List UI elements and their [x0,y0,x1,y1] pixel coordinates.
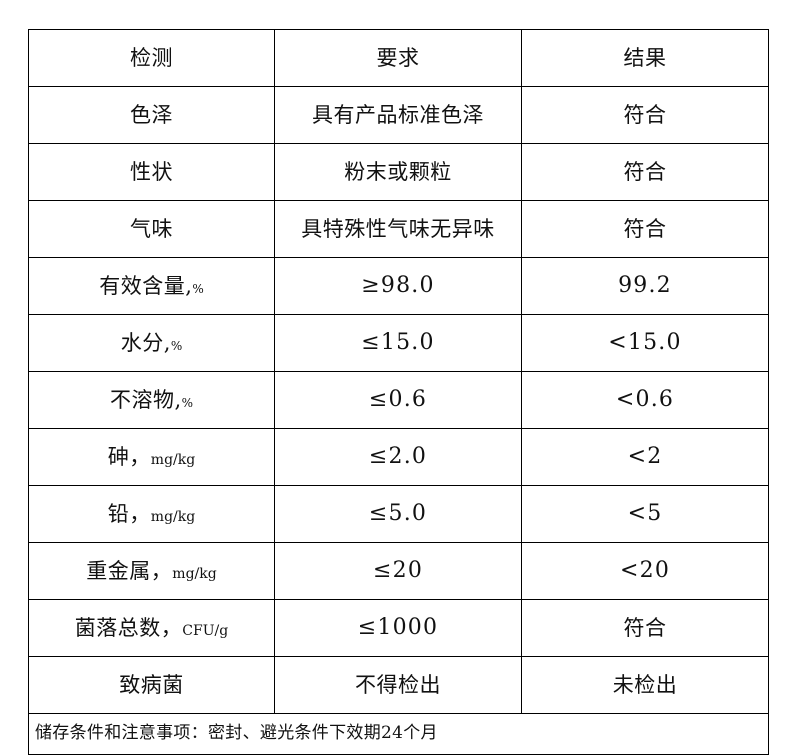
requirement-value: 粉末或颗粒 [344,159,452,184]
table-row: 有效含量,% ≥98.0 99.2 [28,257,769,315]
cell-result: 符合 [521,200,769,258]
requirement-value: ≤2.0 [368,444,428,470]
table-header-row: 检测 要求 结果 [28,29,769,87]
cell-result: <0.6 [521,371,769,429]
cell-item: 铅，mg/kg [28,485,275,543]
cell-item: 性状 [28,143,275,201]
requirement-value: 不得检出 [355,672,441,697]
cell-requirement: ≤0.6 [274,371,522,429]
item-label: 色泽 [130,102,173,127]
result-value: 符合 [623,216,667,241]
cell-item: 不溶物,% [28,371,275,429]
cell-item: 有效含量,% [28,257,275,315]
item-label: 水分, [120,330,171,355]
item-label: 致病菌 [119,672,184,697]
result-value: 符合 [623,615,667,640]
cell-result: 符合 [521,86,769,144]
cell-result: 符合 [521,599,769,657]
cell-result: <5 [521,485,769,543]
item-unit: mg/kg [150,508,196,525]
item-label: 有效含量, [99,273,193,298]
table-footer-row: 储存条件和注意事项：密封、避光条件下效期24个月 [28,713,769,755]
column-header-result: 结果 [521,29,769,87]
cell-requirement: ≤15.0 [274,314,522,372]
item-label: 菌落总数， [74,615,183,640]
result-value: 未检出 [612,672,678,697]
cell-result: 未检出 [521,656,769,714]
item-label: 性状 [130,159,173,184]
cell-item: 水分,% [28,314,275,372]
item-unit: CFU/g [182,622,229,639]
table-row: 色泽 具有产品标准色泽 符合 [28,86,769,144]
table-row: 水分,% ≤15.0 <15.0 [28,314,769,372]
table-row: 砷，mg/kg ≤2.0 <2 [28,428,769,486]
table-row: 菌落总数，CFU/g ≤1000 符合 [28,599,769,657]
requirement-value: ≤5.0 [368,501,428,527]
table-row: 致病菌 不得检出 未检出 [28,656,769,714]
item-label: 气味 [130,216,173,241]
column-header-requirement: 要求 [274,29,522,87]
storage-conditions-note: 储存条件和注意事项：密封、避光条件下效期24个月 [28,713,769,755]
item-label: 不溶物, [109,387,182,412]
result-value: <15.0 [608,330,682,356]
item-unit: % [192,281,204,296]
cell-requirement: 具有产品标准色泽 [274,86,522,144]
requirement-value: ≤0.6 [368,387,428,413]
cell-requirement: ≤2.0 [274,428,522,486]
cell-item: 重金属，mg/kg [28,542,275,600]
cell-result: 99.2 [521,257,769,315]
cell-result: <15.0 [521,314,769,372]
requirement-value: ≥98.0 [361,273,435,299]
result-value: 符合 [623,159,667,184]
column-header-item: 检测 [28,29,275,87]
table-row: 气味 具特殊性气味无异味 符合 [28,200,769,258]
item-unit: mg/kg [172,565,217,582]
requirement-value: 具有产品标准色泽 [312,102,484,127]
cell-requirement: ≥98.0 [274,257,522,315]
cell-result: <20 [521,542,769,600]
cell-requirement: 具特殊性气味无异味 [274,200,522,258]
result-value: <0.6 [615,387,675,413]
requirement-value: ≤15.0 [361,330,435,356]
result-value: 99.2 [618,273,672,299]
result-value: 符合 [623,102,667,127]
item-label: 砷， [107,444,151,469]
requirement-value: ≤20 [372,558,424,584]
requirement-value: 具特殊性气味无异味 [301,216,495,241]
requirement-value: ≤1000 [357,615,439,641]
table-row: 重金属，mg/kg ≤20 <20 [28,542,769,600]
cell-requirement: ≤5.0 [274,485,522,543]
table-row: 不溶物,% ≤0.6 <0.6 [28,371,769,429]
cell-item: 致病菌 [28,656,275,714]
cell-item: 菌落总数，CFU/g [28,599,275,657]
cell-item: 色泽 [28,86,275,144]
item-unit: % [170,338,183,353]
item-label: 重金属， [86,558,173,583]
cell-requirement: ≤20 [274,542,522,600]
cell-result: 符合 [521,143,769,201]
product-specification-table: 检测 要求 结果 色泽 具有产品标准色泽 符合 性状 粉末或颗粒 符合 气味 具特殊性气味无异… [28,29,769,755]
result-value: <5 [627,501,663,527]
cell-result: <2 [521,428,769,486]
result-value: <2 [627,444,663,470]
result-value: <20 [619,558,671,584]
cell-item: 砷，mg/kg [28,428,275,486]
item-unit: % [181,395,194,410]
item-label: 铅， [107,501,151,526]
cell-item: 气味 [28,200,275,258]
cell-requirement: ≤1000 [274,599,522,657]
table-row: 铅，mg/kg ≤5.0 <5 [28,485,769,543]
cell-requirement: 不得检出 [274,656,522,714]
cell-requirement: 粉末或颗粒 [274,143,522,201]
table-row: 性状 粉末或颗粒 符合 [28,143,769,201]
item-unit: mg/kg [150,451,196,468]
